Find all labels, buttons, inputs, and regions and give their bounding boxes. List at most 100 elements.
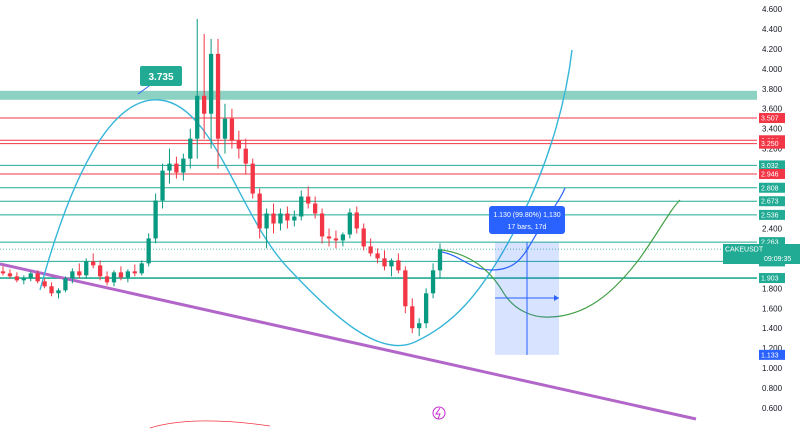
candle-body — [56, 290, 61, 294]
y-axis-tick-label: 3.800 — [762, 85, 783, 94]
candle-body — [222, 118, 228, 139]
price-level-badge[interactable] — [759, 160, 785, 171]
candle-body — [396, 260, 401, 271]
candle-body — [236, 140, 241, 149]
price-level-badge[interactable] — [759, 196, 785, 207]
y-axis-tick-label: 0.800 — [762, 384, 783, 393]
candle-body — [292, 216, 297, 221]
candle-body — [202, 95, 207, 114]
price-level-badge-text: 3.507 — [761, 116, 779, 123]
candle-body — [97, 265, 103, 277]
candle-body — [111, 272, 117, 283]
y-axis-tick-label: 1.200 — [762, 344, 783, 353]
candle-body — [181, 158, 186, 173]
candle-body — [104, 276, 110, 283]
price-level-badge-text: 1.903 — [761, 276, 779, 283]
y-axis-tick-label: 1.000 — [762, 364, 783, 373]
price-level-badge-text: 2.536 — [761, 212, 779, 219]
candle-body — [84, 261, 89, 276]
candle-body — [250, 163, 255, 194]
candle-body — [70, 271, 75, 279]
y-axis-tick-label: 3.200 — [762, 145, 783, 154]
candle-body — [333, 238, 339, 241]
resistance-zone[interactable] — [0, 90, 757, 100]
high-callout-text: 3.735 — [148, 72, 173, 83]
y-axis-tick-label: 3.600 — [762, 105, 783, 114]
candle-body — [21, 278, 26, 281]
projection-line-green[interactable] — [441, 199, 681, 318]
candle-body — [160, 170, 165, 201]
candle-body — [382, 258, 387, 267]
candle-body — [285, 213, 290, 221]
candle-body — [243, 148, 248, 164]
price-level-badge-text: 3.032 — [761, 163, 779, 170]
candle-body — [229, 118, 235, 141]
candle-body — [437, 249, 443, 271]
candle-body — [375, 253, 380, 259]
flash-icon[interactable] — [432, 406, 446, 420]
candle-body — [417, 323, 422, 329]
y-axis-tick-label: 4.000 — [762, 65, 783, 74]
price-level-badge[interactable] — [759, 209, 785, 220]
candle-body — [271, 213, 276, 224]
measure-change-text: 1.130 (99.80%) 1,130 — [493, 212, 560, 219]
candle-body — [306, 196, 311, 204]
candle-body — [208, 53, 214, 114]
candle-body — [368, 246, 373, 254]
measure-bars-text: 17 bars, 17d — [508, 224, 547, 231]
candle-body — [278, 213, 283, 224]
candle-body — [195, 95, 200, 139]
candle-body — [35, 273, 40, 282]
price-level-badge-text: 2.946 — [761, 171, 779, 178]
candle-body — [403, 270, 408, 307]
candle-body — [146, 238, 151, 264]
candle-body — [125, 271, 131, 278]
candle-body — [430, 270, 436, 294]
y-axis-tick-label: 1.800 — [762, 284, 783, 293]
price-level-badge[interactable] — [759, 273, 785, 284]
high-callout-box[interactable] — [140, 66, 182, 86]
measure-label-box[interactable] — [489, 206, 565, 234]
candle-body — [139, 263, 144, 274]
price-level-badge-text: 2.263 — [761, 240, 779, 247]
candle-body — [42, 281, 47, 287]
candle-body — [410, 306, 415, 329]
countdown-text: 09:09:35 — [764, 256, 791, 263]
price-level-badge[interactable] — [759, 182, 785, 193]
y-axis-tick-label: 4.400 — [762, 25, 783, 34]
candle-body — [264, 213, 269, 229]
price-level-badge[interactable] — [759, 349, 785, 360]
candle-body — [63, 278, 68, 291]
candle-body — [118, 272, 124, 278]
candle-body — [389, 260, 394, 267]
price-level-badge[interactable] — [759, 237, 785, 248]
price-level-badge[interactable] — [759, 168, 785, 179]
price-level-badge-text: 1.133 — [761, 352, 779, 359]
flash-icon-bolt — [435, 407, 441, 420]
trendline[interactable] — [0, 262, 697, 421]
candle-body — [361, 228, 366, 247]
candle-body — [319, 213, 325, 237]
y-axis-tick-label: 0.600 — [762, 404, 783, 413]
y-axis-tick-label: 1.600 — [762, 304, 783, 313]
symbol-price-badge[interactable] — [723, 244, 800, 264]
candle-body — [423, 293, 429, 324]
candle-body — [188, 138, 193, 159]
candle-body — [326, 236, 332, 239]
candle-body — [347, 212, 352, 235]
y-axis-tick-label: 1.400 — [762, 324, 783, 333]
candle-body — [132, 271, 137, 274]
candle-body — [7, 273, 13, 277]
y-axis-tick-label: 4.600 — [762, 5, 783, 14]
price-level-badge[interactable] — [759, 113, 785, 124]
price-level-badge-text: 2.808 — [761, 185, 779, 192]
price-level-badge[interactable] — [759, 138, 785, 149]
price-level-badge-text: 3.250 — [761, 141, 779, 148]
candle-body — [299, 196, 304, 217]
candle-body — [49, 286, 54, 294]
candle-body — [174, 163, 179, 173]
candle-body — [354, 212, 359, 229]
candle-body — [257, 193, 262, 229]
